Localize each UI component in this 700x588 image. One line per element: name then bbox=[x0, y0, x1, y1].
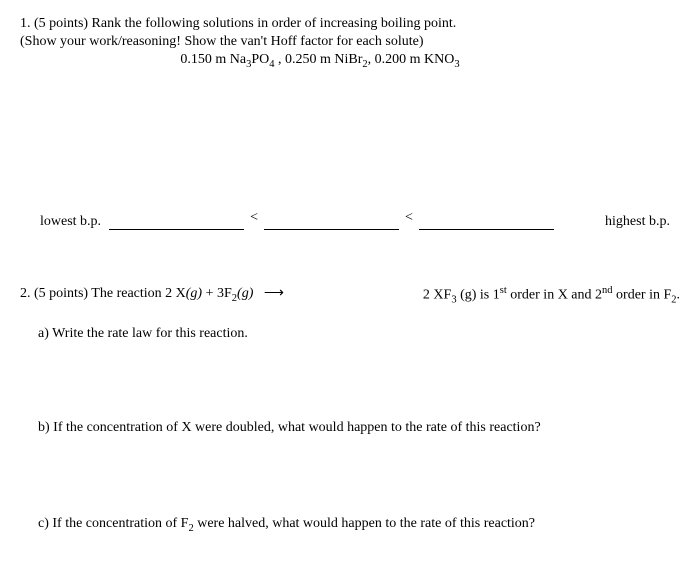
sub-3b: 3 bbox=[454, 58, 459, 69]
q2-rb: (g) is 1 bbox=[457, 288, 500, 303]
arrow-icon: ⟶ bbox=[264, 286, 283, 301]
q2-lc: + 3F bbox=[202, 286, 232, 301]
ranking-row: lowest b.p. < < highest b.p. bbox=[20, 214, 680, 230]
sol-text-3: , 0.250 m NiBr bbox=[275, 52, 363, 67]
lt-2: < bbox=[405, 210, 413, 226]
blank-2[interactable] bbox=[264, 229, 399, 230]
q2-ra: 2 XF bbox=[423, 288, 451, 303]
sol-text-4: , 0.200 m KNO bbox=[368, 52, 455, 67]
q2-cb: were halved, what would happen to the ra… bbox=[194, 516, 535, 531]
sol-text-1: 0.150 m Na bbox=[180, 52, 246, 67]
q2-rd: order in F bbox=[613, 288, 672, 303]
highest-bp-label: highest b.p. bbox=[605, 214, 670, 230]
blank-1[interactable] bbox=[109, 229, 244, 230]
q2-ld: (g) bbox=[237, 286, 253, 301]
sol-text-2: PO bbox=[251, 52, 269, 67]
q2-header: 2. (5 points) The reaction 2 X(g) + 3F2(… bbox=[20, 285, 680, 305]
q2-rc: order in X and 2 bbox=[507, 288, 602, 303]
q2-reaction-right: 2 XF3 (g) is 1st order in X and 2nd orde… bbox=[423, 285, 680, 305]
q2-ca: c) If the concentration of F bbox=[38, 516, 188, 531]
q2-sup-nd: nd bbox=[602, 285, 613, 296]
q1-instruction: (Show your work/reasoning! Show the van'… bbox=[20, 34, 680, 50]
q1-header: 1. (5 points) Rank the following solutio… bbox=[20, 14, 680, 34]
lowest-bp-label: lowest b.p. bbox=[40, 214, 101, 230]
lt-1: < bbox=[250, 210, 258, 226]
question-1: 1. (5 points) Rank the following solutio… bbox=[20, 14, 680, 230]
q2-la: 2. (5 points) The reaction 2 X bbox=[20, 286, 186, 301]
q2-lb: (g) bbox=[186, 286, 202, 301]
q2-re: . bbox=[677, 288, 681, 303]
q2-part-c: c) If the concentration of F2 were halve… bbox=[38, 516, 680, 534]
q2-part-a: a) Write the rate law for this reaction. bbox=[38, 326, 680, 342]
blank-3[interactable] bbox=[419, 229, 554, 230]
question-2: 2. (5 points) The reaction 2 X(g) + 3F2(… bbox=[20, 285, 680, 533]
q2-reaction-left: 2. (5 points) The reaction 2 X(g) + 3F2(… bbox=[20, 285, 283, 305]
q2-sup-st: st bbox=[500, 285, 507, 296]
q2-part-b: b) If the concentration of X were double… bbox=[38, 420, 680, 436]
q1-solutions: 0.150 m Na3PO4 , 0.250 m NiBr2, 0.200 m … bbox=[20, 52, 620, 70]
